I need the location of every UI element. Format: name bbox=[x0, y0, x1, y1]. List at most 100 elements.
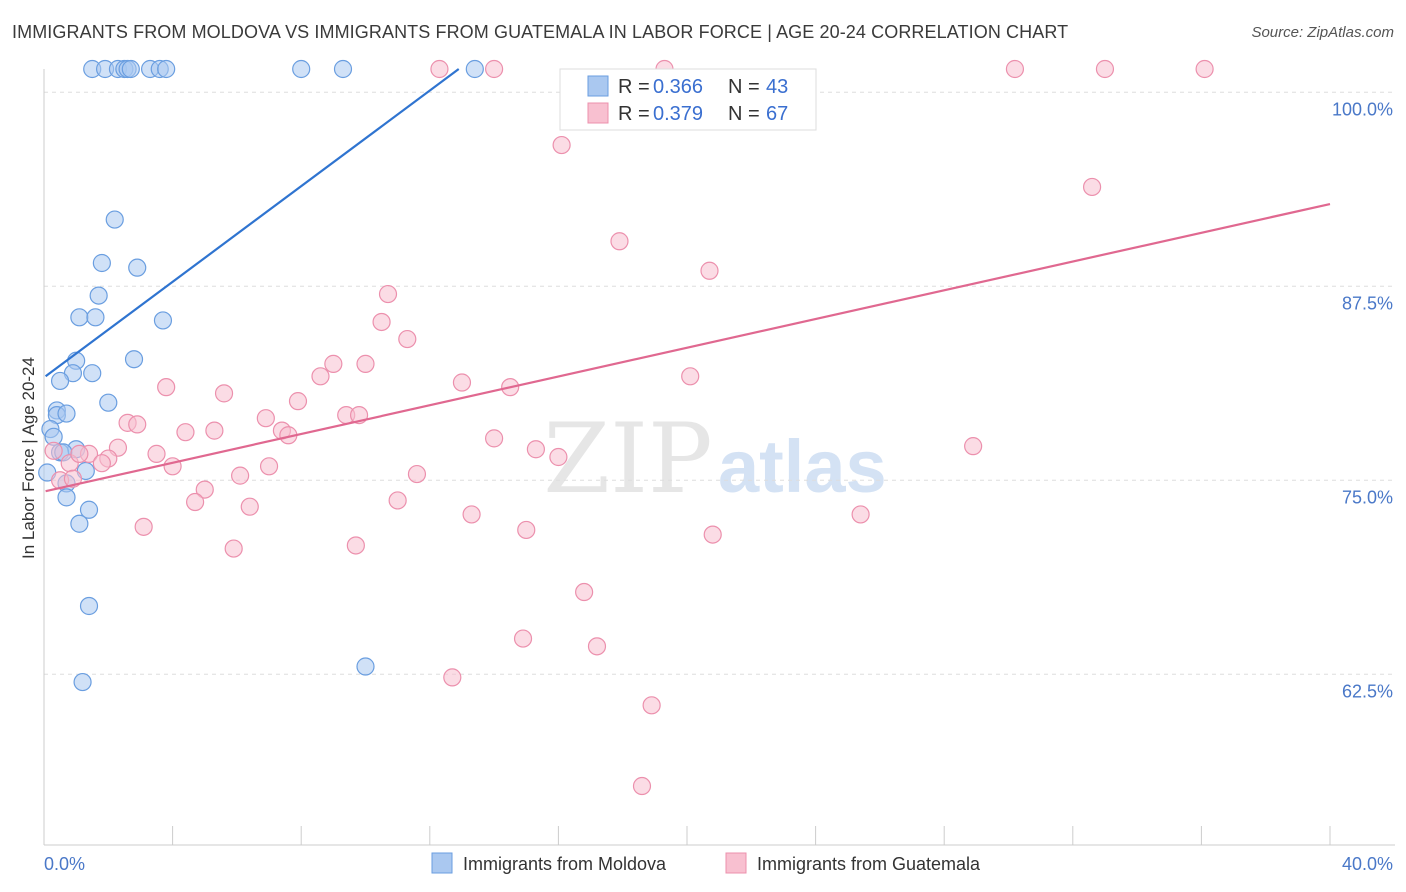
legend-bottom-swatch-guatemala bbox=[725, 852, 747, 874]
guatemala-point bbox=[513, 629, 533, 648]
guatemala-point bbox=[388, 491, 407, 510]
y-axis-title: In Labor Force | Age 20-24 bbox=[19, 357, 38, 559]
trend-lines bbox=[44, 68, 1331, 493]
moldova-point bbox=[57, 488, 76, 507]
guatemala-point bbox=[526, 440, 545, 459]
trendline-moldova bbox=[44, 68, 460, 378]
moldova-point bbox=[86, 308, 105, 327]
y-tick-label: 62.5% bbox=[1342, 681, 1393, 701]
x-tick-label: 0.0% bbox=[44, 854, 85, 874]
guatemala-point bbox=[134, 517, 153, 536]
guatemala-point bbox=[1082, 177, 1102, 197]
moldova-point bbox=[121, 59, 140, 79]
guatemala-point bbox=[259, 457, 279, 476]
moldova-point bbox=[333, 59, 353, 79]
moldova-point bbox=[57, 404, 76, 423]
legend-n-value-moldova: 43 bbox=[766, 76, 788, 98]
legend-n-label-guatemala: N = bbox=[728, 103, 760, 125]
guatemala-point bbox=[356, 354, 375, 373]
legend-bottom-swatch-moldova bbox=[431, 852, 453, 874]
trendline-guatemala bbox=[45, 202, 1331, 493]
guatemala-point bbox=[288, 392, 308, 411]
legend-r-label-guatemala: R = bbox=[618, 103, 650, 125]
guatemala-point bbox=[224, 539, 243, 558]
series-guatemala-points bbox=[44, 59, 1214, 796]
guatemala-point bbox=[575, 582, 594, 602]
guatemala-point bbox=[44, 441, 63, 460]
axes bbox=[43, 69, 1395, 846]
moldova-point bbox=[50, 371, 70, 391]
legend-stats: R = 0.366 N = 43 R = 0.379 N = 67 bbox=[559, 68, 817, 131]
guatemala-point bbox=[372, 312, 391, 332]
guatemala-point bbox=[430, 59, 449, 79]
moldova-point bbox=[83, 364, 102, 383]
moldova-point bbox=[79, 596, 99, 616]
guatemala-point bbox=[378, 284, 398, 304]
guatemala-point bbox=[240, 497, 259, 516]
y-tick-labels: 100.0% 87.5% 75.0% 62.5% bbox=[1332, 99, 1393, 701]
x-tick-labels: 0.0% 40.0% bbox=[44, 854, 1393, 874]
y-tick-label: 100.0% bbox=[1332, 99, 1393, 119]
watermark: ZIP atlas bbox=[543, 403, 886, 515]
moldova-point bbox=[70, 308, 89, 327]
moldova-point bbox=[292, 59, 311, 79]
guatemala-point bbox=[485, 429, 504, 448]
moldova-point bbox=[465, 59, 484, 79]
moldova-point bbox=[128, 258, 147, 277]
y-tick-label: 75.0% bbox=[1342, 487, 1393, 507]
moldova-point bbox=[157, 59, 176, 79]
moldova-point bbox=[124, 350, 144, 369]
moldova-point bbox=[79, 500, 99, 519]
guatemala-point bbox=[700, 261, 719, 280]
guatemala-point bbox=[517, 520, 536, 540]
guatemala-point bbox=[205, 421, 224, 440]
legend-n-value-guatemala: 67 bbox=[766, 103, 788, 125]
legend-r-value-guatemala: 0.379 bbox=[653, 103, 703, 125]
guatemala-point bbox=[681, 367, 700, 386]
guatemala-point bbox=[346, 536, 365, 555]
moldova-point bbox=[99, 393, 118, 412]
watermark-atlas: atlas bbox=[718, 425, 887, 508]
guatemala-point bbox=[311, 367, 330, 386]
moldova-point bbox=[73, 672, 92, 692]
moldova-point bbox=[105, 210, 124, 229]
guatemala-point bbox=[231, 466, 250, 485]
guatemala-point bbox=[407, 464, 427, 484]
guatemala-point bbox=[92, 454, 111, 473]
guatemala-point bbox=[632, 776, 652, 796]
legend-swatch-moldova bbox=[587, 75, 609, 97]
moldova-point bbox=[153, 311, 173, 330]
legend-bottom-label-moldova: Immigrants from Moldova bbox=[463, 854, 667, 874]
guatemala-point bbox=[324, 354, 343, 373]
guatemala-point bbox=[70, 444, 89, 463]
guatemala-point bbox=[552, 135, 571, 155]
guatemala-point bbox=[186, 492, 205, 512]
guatemala-point bbox=[398, 329, 417, 349]
guatemala-point bbox=[1195, 59, 1214, 79]
watermark-zip: ZIP bbox=[543, 403, 712, 515]
moldova-point bbox=[70, 514, 89, 533]
guatemala-point bbox=[703, 525, 722, 544]
moldova-point bbox=[92, 253, 111, 273]
legend-r-label-moldova: R = bbox=[618, 76, 650, 98]
guatemala-point bbox=[128, 415, 147, 434]
guatemala-point bbox=[214, 384, 234, 403]
guatemala-point bbox=[176, 423, 195, 442]
legend-series: Immigrants from Moldova Immigrants from … bbox=[431, 852, 981, 874]
guatemala-point bbox=[1005, 59, 1025, 79]
grid-lines bbox=[44, 91, 1395, 675]
legend-r-value-moldova: 0.366 bbox=[653, 76, 703, 98]
x-tick-label: 40.0% bbox=[1342, 854, 1393, 874]
moldova-point bbox=[356, 657, 375, 676]
guatemala-point bbox=[610, 232, 629, 251]
guatemala-point bbox=[147, 444, 166, 463]
legend-n-label-moldova: N = bbox=[728, 76, 760, 98]
chart-title: IMMIGRANTS FROM MOLDOVA VS IMMIGRANTS FR… bbox=[12, 22, 1069, 42]
source-credit: Source: ZipAtlas.com bbox=[1251, 24, 1394, 41]
guatemala-point bbox=[851, 505, 870, 524]
guatemala-point bbox=[549, 447, 568, 467]
y-tick-label: 87.5% bbox=[1342, 293, 1393, 313]
moldova-point bbox=[89, 286, 108, 305]
guatemala-point bbox=[443, 668, 462, 687]
